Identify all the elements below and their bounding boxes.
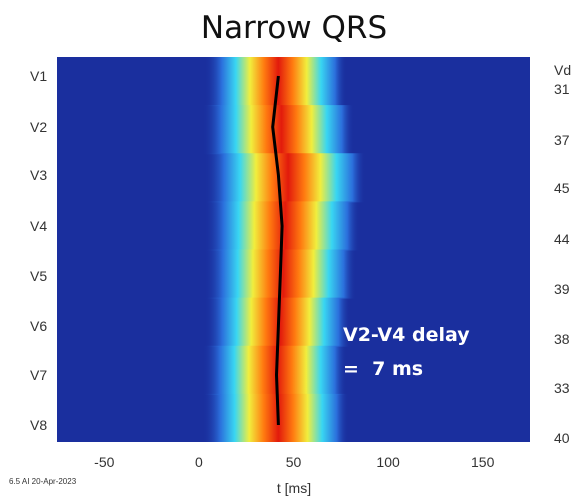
lead-axis-labels: V1 V2 V3 V4 V5 V6 V7 V8 (30, 68, 47, 433)
lead-label-v2: V2 (30, 119, 47, 135)
lead-label-v6: V6 (30, 318, 47, 334)
lead-label-v7: V7 (30, 367, 47, 383)
delay-annotation-line2: = 7 ms (343, 358, 423, 380)
plot-area (57, 57, 530, 442)
lead-label-v4: V4 (30, 218, 47, 234)
x-axis-label: t [ms] (277, 480, 311, 496)
vd-value-v6: 38 (554, 331, 570, 347)
x-tick-label: 150 (471, 454, 495, 470)
x-tick-label: -50 (94, 454, 114, 470)
delay-annotation-line1: V2-V4 delay (343, 324, 470, 346)
vd-value-v4: 44 (554, 231, 570, 247)
x-tick-label: 100 (376, 454, 400, 470)
vd-value-v5: 39 (554, 281, 570, 297)
x-tick-label: 0 (195, 454, 203, 470)
version-stamp: 6.5 AI 20-Apr-2023 (9, 477, 77, 486)
vd-value-v3: 45 (554, 180, 570, 196)
lead-label-v8: V8 (30, 417, 47, 433)
vd-value-v7: 33 (554, 380, 570, 396)
chart-title: Narrow QRS (201, 10, 387, 46)
activation-center-line (271, 75, 284, 426)
vd-header: Vd (554, 62, 571, 78)
band-row-v7 (202, 345, 347, 395)
band-row-v8 (202, 393, 349, 442)
band-row-v3 (204, 153, 366, 203)
x-tick-label: 50 (286, 454, 302, 470)
x-axis-ticks: -50 0 50 100 150 (94, 454, 494, 470)
vd-value-v1: 31 (554, 81, 570, 97)
lead-label-v1: V1 (30, 68, 47, 84)
activation-band (202, 57, 366, 442)
vd-value-labels: 31 37 45 44 39 38 33 40 (554, 81, 570, 446)
vd-value-v2: 37 (554, 132, 570, 148)
vd-value-v8: 40 (554, 430, 570, 446)
lead-label-v5: V5 (30, 268, 47, 284)
lead-label-v3: V3 (30, 167, 47, 183)
band-row-v2 (202, 105, 355, 155)
